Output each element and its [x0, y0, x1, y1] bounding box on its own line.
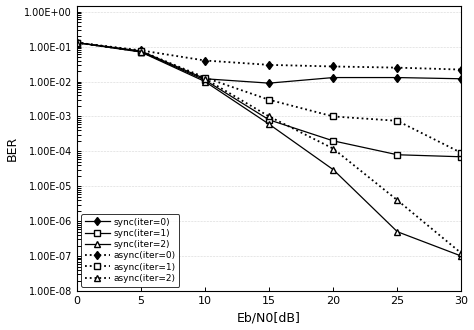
async(iter=0)	[459, 68, 465, 72]
Line: sync(iter=0): sync(iter=0)	[73, 40, 465, 86]
Line: async(iter=0): async(iter=0)	[73, 40, 465, 73]
X-axis label: Eb/N0[dB]: Eb/N0[dB]	[237, 312, 301, 324]
sync(iter=1)	[394, 153, 400, 157]
sync(iter=2)	[266, 122, 272, 126]
async(iter=1)	[266, 98, 272, 102]
sync(iter=1)	[138, 50, 144, 53]
async(iter=0)	[138, 49, 144, 52]
sync(iter=2)	[138, 50, 144, 54]
Line: sync(iter=2): sync(iter=2)	[73, 40, 465, 259]
async(iter=1)	[202, 76, 208, 80]
sync(iter=0)	[138, 49, 144, 53]
async(iter=0)	[330, 64, 336, 68]
sync(iter=2)	[394, 230, 400, 234]
async(iter=1)	[459, 151, 465, 155]
sync(iter=1)	[459, 155, 465, 159]
async(iter=2)	[394, 198, 400, 202]
Line: async(iter=2): async(iter=2)	[73, 40, 465, 256]
async(iter=2)	[266, 115, 272, 118]
async(iter=0)	[266, 63, 272, 67]
async(iter=1)	[394, 119, 400, 123]
Line: sync(iter=1): sync(iter=1)	[73, 40, 465, 160]
Legend: sync(iter=0), sync(iter=1), sync(iter=2), async(iter=0), async(iter=1), async(it: sync(iter=0), sync(iter=1), sync(iter=2)…	[81, 214, 180, 286]
sync(iter=2)	[202, 80, 208, 83]
async(iter=0)	[394, 66, 400, 70]
Y-axis label: BER: BER	[6, 136, 18, 161]
sync(iter=0)	[202, 77, 208, 81]
async(iter=0)	[74, 41, 80, 45]
async(iter=1)	[74, 41, 80, 45]
sync(iter=1)	[266, 118, 272, 122]
sync(iter=1)	[330, 139, 336, 143]
sync(iter=2)	[459, 254, 465, 258]
async(iter=2)	[330, 147, 336, 150]
async(iter=2)	[459, 251, 465, 255]
async(iter=1)	[330, 115, 336, 118]
sync(iter=0)	[266, 81, 272, 85]
sync(iter=0)	[394, 76, 400, 80]
sync(iter=1)	[202, 78, 208, 82]
sync(iter=2)	[330, 168, 336, 172]
async(iter=1)	[138, 49, 144, 53]
async(iter=2)	[202, 77, 208, 81]
sync(iter=1)	[74, 41, 80, 45]
Line: async(iter=1): async(iter=1)	[73, 40, 465, 156]
async(iter=2)	[138, 50, 144, 53]
async(iter=0)	[202, 58, 208, 62]
sync(iter=2)	[74, 41, 80, 45]
sync(iter=0)	[459, 77, 465, 81]
async(iter=2)	[74, 41, 80, 45]
sync(iter=0)	[330, 76, 336, 80]
sync(iter=0)	[74, 41, 80, 45]
